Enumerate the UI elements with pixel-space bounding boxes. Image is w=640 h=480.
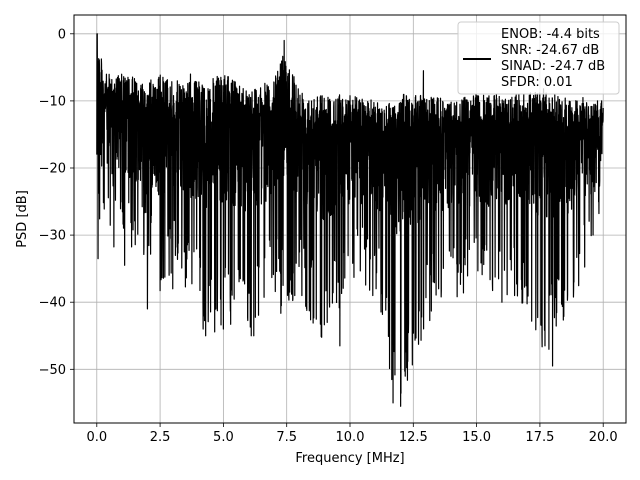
x-tick-label: 7.5 <box>276 430 297 445</box>
legend-entry-enob: ENOB: -4.4 bits <box>501 27 600 42</box>
x-tick-label: 12.5 <box>399 430 428 445</box>
y-tick-label: −50 <box>39 363 66 378</box>
x-axis-label: Frequency [MHz] <box>295 451 404 466</box>
legend-entry-sinad: SINAD: -24.7 dB <box>501 59 605 74</box>
y-axis-label: PSD [dB] <box>15 190 30 248</box>
x-tick-label: 20.0 <box>589 430 618 445</box>
y-tick-label: 0 <box>58 27 66 42</box>
x-tick-label: 10.0 <box>336 430 365 445</box>
psd-series-line <box>96 33 604 407</box>
legend: ENOB: -4.4 bits SNR: -24.67 dB SINAD: -2… <box>457 21 620 95</box>
legend-box <box>457 21 620 95</box>
y-tick-label: −20 <box>39 162 66 177</box>
y-tick-label: −40 <box>39 296 66 311</box>
legend-entry-snr: SNR: -24.67 dB <box>501 43 599 58</box>
axis-ticks: 0.0 2.5 5.0 7.5 10.0 12.5 15.0 17.5 20.0 0 −10 −20 −… <box>39 27 618 445</box>
x-tick-label: 2.5 <box>150 430 171 445</box>
y-tick-label: −30 <box>39 229 66 244</box>
legend-entry-sfdr: SFDR: 0.01 <box>501 75 573 90</box>
x-tick-label: 15.0 <box>462 430 491 445</box>
plot-series-group <box>96 33 604 407</box>
x-tick-label: 0.0 <box>86 430 107 445</box>
x-tick-label: 17.5 <box>525 430 554 445</box>
x-tick-label: 5.0 <box>213 430 234 445</box>
y-tick-label: −10 <box>39 94 66 109</box>
